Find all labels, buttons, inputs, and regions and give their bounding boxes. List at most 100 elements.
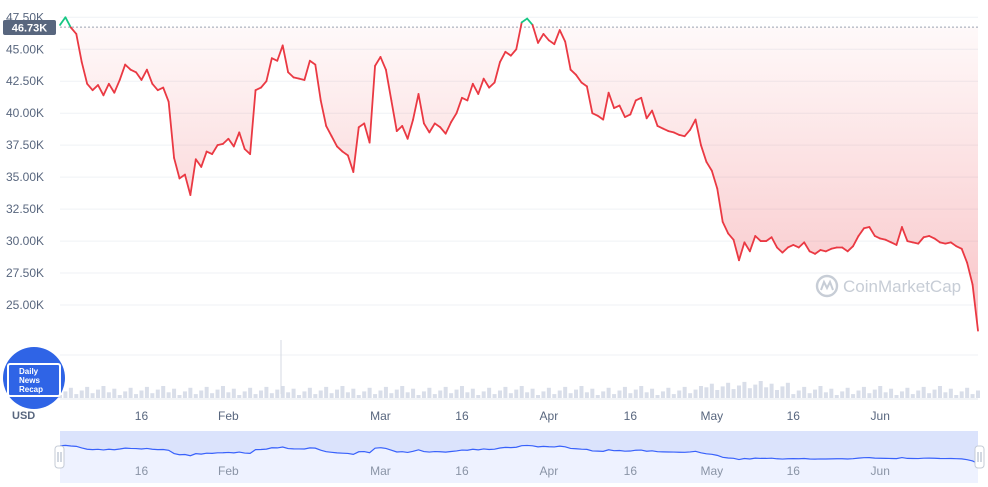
price-segment-80 <box>493 61 501 84</box>
price-segment-160 <box>928 235 936 240</box>
price-segment-148 <box>863 226 871 230</box>
price-segment-166 <box>960 247 969 264</box>
price-segment-60 <box>385 68 393 102</box>
volume-bar-52 <box>340 386 345 398</box>
price-segment-113 <box>672 131 681 136</box>
volume-bar-0 <box>58 395 62 398</box>
price-segment-61 <box>390 99 398 132</box>
volume-bar-126 <box>742 381 747 398</box>
volume-bar-95 <box>574 389 579 398</box>
price-segment-23 <box>184 173 192 196</box>
price-segment-53 <box>346 154 355 173</box>
price-segment-5 <box>86 82 94 92</box>
price-segment-120 <box>710 169 719 190</box>
volume-bar-3 <box>74 394 79 398</box>
volume-bar-96 <box>579 386 584 398</box>
navigator-right-handle[interactable] <box>974 445 985 469</box>
price-segment-51 <box>336 145 344 153</box>
price-segment-111 <box>662 127 670 132</box>
volume-bar-146 <box>851 394 856 398</box>
coinmarketcap-logo-icon <box>815 274 839 298</box>
price-segment-65 <box>412 93 420 121</box>
volume-bar-130 <box>764 387 769 398</box>
price-segment-158 <box>917 236 925 245</box>
price-segment-27 <box>205 150 213 156</box>
volume-bar-163 <box>943 392 948 398</box>
price-segment-22 <box>178 173 186 180</box>
volume-bar-141 <box>823 392 828 398</box>
volume-bar-94 <box>568 393 573 398</box>
price-segment-104 <box>624 113 632 118</box>
navigator-left-handle[interactable] <box>54 445 65 469</box>
volume-bar-43 <box>291 388 296 398</box>
price-segment-114 <box>678 134 686 138</box>
volume-bar-124 <box>731 389 736 398</box>
price-segment-30 <box>222 137 230 145</box>
price-segment-36 <box>254 86 262 92</box>
price-segment-56 <box>363 122 371 144</box>
price-segment-45 <box>303 59 311 81</box>
volume-bar-54 <box>351 388 356 398</box>
volume-bar-21 <box>172 388 177 398</box>
volume-bar-2 <box>68 387 73 398</box>
price-segment-127 <box>748 235 757 253</box>
x-tick-label-0: 16 <box>135 409 149 423</box>
price-segment-77 <box>477 77 485 95</box>
volume-bar-72 <box>449 393 454 398</box>
volume-bar-164 <box>948 388 953 398</box>
price-segment-137 <box>803 241 811 253</box>
volume-bar-113 <box>671 394 676 398</box>
price-segment-15 <box>140 68 148 81</box>
volume-bar-57 <box>367 387 372 398</box>
range-navigator[interactable]: 16 Feb Mar 16 Apr 16 May 16 Jun <box>54 431 985 483</box>
price-segment-95 <box>575 73 583 84</box>
volume-bar-99 <box>595 395 600 398</box>
volume-bar-109 <box>650 388 655 398</box>
volume-bar-144 <box>840 391 845 398</box>
volume-bar-165 <box>954 395 959 398</box>
price-segment-136 <box>797 241 806 249</box>
volume-bar-104 <box>622 386 627 398</box>
volume-bar-33 <box>237 395 242 398</box>
price-segment-121 <box>716 187 724 223</box>
volume-bar-158 <box>916 390 921 398</box>
navigator-tick-label-8: Jun <box>871 464 890 478</box>
volume-bar-128 <box>753 384 758 398</box>
price-segment-155 <box>901 226 909 242</box>
volume-bar-152 <box>883 392 888 398</box>
volume-bar-14 <box>134 394 139 398</box>
volume-bar-93 <box>563 386 568 398</box>
price-segment-19 <box>162 86 170 103</box>
volume-bar-5 <box>85 386 90 398</box>
volume-bar-137 <box>802 386 807 398</box>
volume-bar-40 <box>275 389 280 398</box>
volume-bar-155 <box>899 391 904 398</box>
price-segment-85 <box>520 17 529 24</box>
x-tick-label-8: Jun <box>871 409 890 423</box>
navigator-tick-label-7: 16 <box>787 464 801 478</box>
price-segment-40 <box>276 44 284 62</box>
volume-bar-18 <box>155 389 160 398</box>
price-segment-124 <box>732 238 740 262</box>
volume-bar-114 <box>677 390 682 398</box>
price-segment-17 <box>151 82 159 92</box>
price-segment-9 <box>107 82 116 94</box>
price-segment-128 <box>754 235 762 242</box>
volume-bar-64 <box>405 392 410 398</box>
navigator-tick-label-6: May <box>700 464 723 478</box>
volume-bar-76 <box>470 388 475 398</box>
price-segment-99 <box>596 114 605 121</box>
volume-bar-63 <box>400 386 405 398</box>
volume-bar-7 <box>96 389 101 398</box>
volume-bar-36 <box>253 394 258 398</box>
price-segment-1 <box>64 16 72 29</box>
price-segment-134 <box>786 244 795 249</box>
volume-bars <box>58 381 980 398</box>
price-segment-162 <box>939 241 947 245</box>
volume-bar-6 <box>90 393 95 398</box>
price-segment-168 <box>971 283 979 332</box>
y-tick-label-6: 32.50K <box>6 202 44 216</box>
price-segment-58 <box>374 56 382 67</box>
volume-bar-69 <box>432 394 437 398</box>
volume-bar-16 <box>144 386 149 398</box>
